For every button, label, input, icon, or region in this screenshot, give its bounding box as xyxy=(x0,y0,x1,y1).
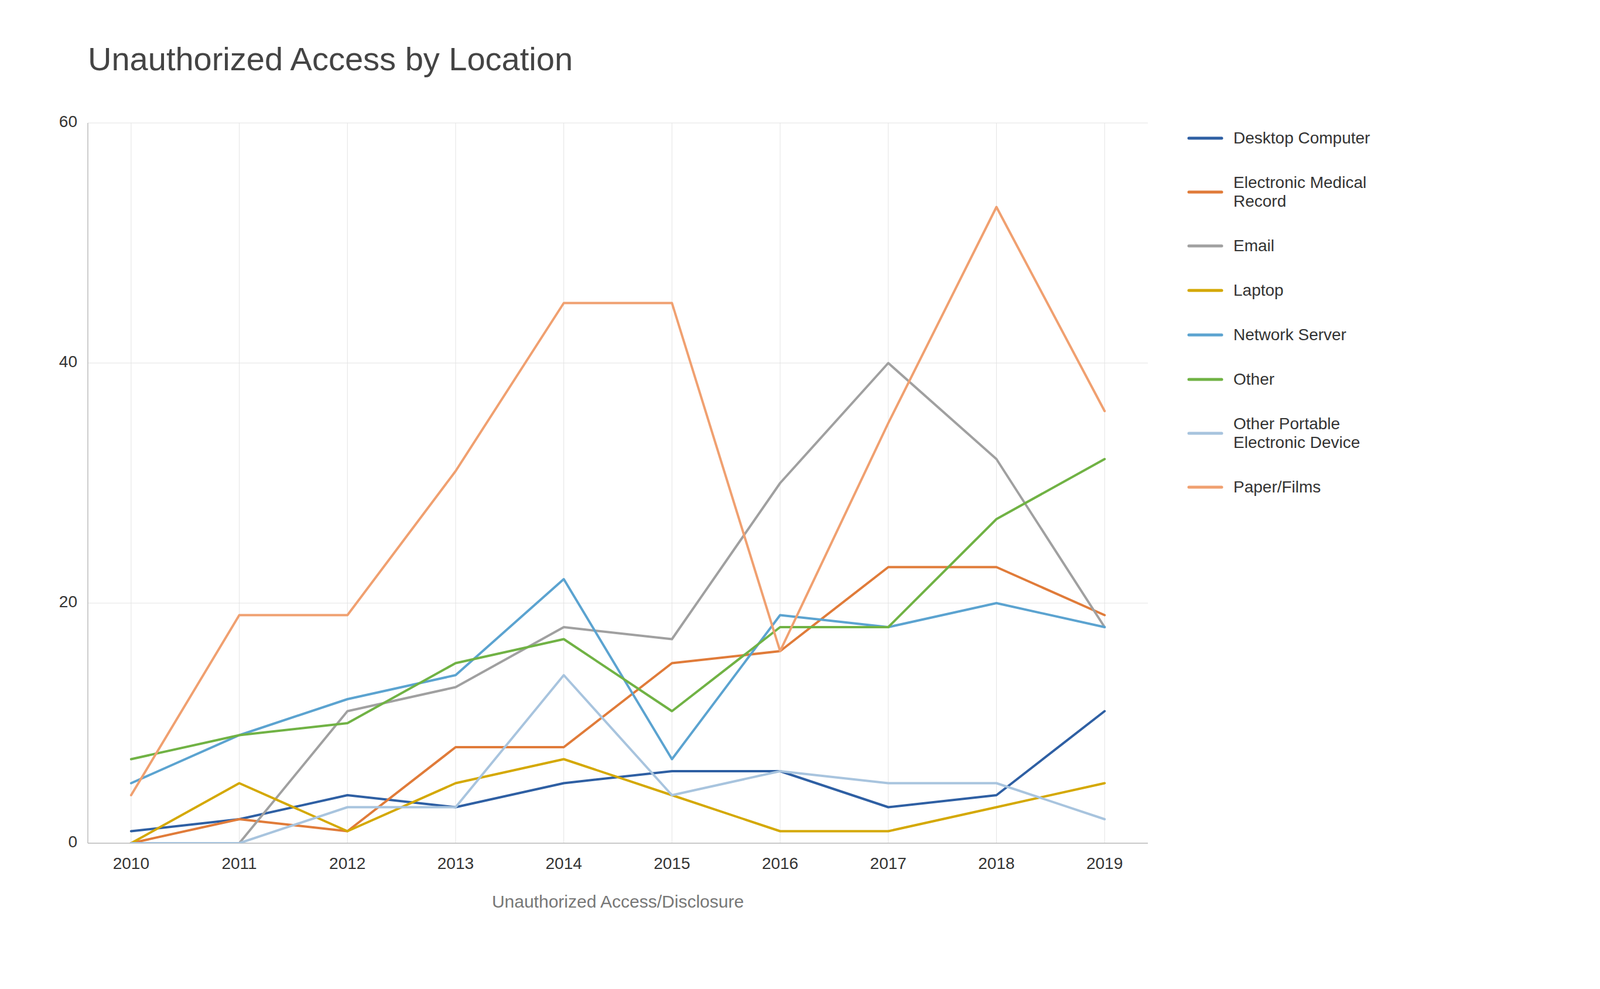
legend-label-line: Other Portable xyxy=(1233,414,1340,433)
x-grid-line xyxy=(996,122,997,844)
title: Unauthorized Access by Location xyxy=(87,40,573,78)
x-grid-line xyxy=(347,122,348,844)
series-line xyxy=(131,567,1105,844)
y-axis-line xyxy=(87,122,89,844)
legend-label: Other PortableElectronic Device xyxy=(1233,414,1360,452)
legend-label: Laptop xyxy=(1233,281,1284,300)
x-tick-label: 2019 xyxy=(1086,854,1123,873)
x-tick-label: 2010 xyxy=(113,854,150,873)
legend-label: Desktop Computer xyxy=(1233,128,1370,147)
legend: Desktop Computer Electronic MedicalRecord… xyxy=(1188,128,1370,497)
y-tick-label: 60 xyxy=(59,112,78,131)
y-grid-line xyxy=(87,122,1148,124)
legend-label: Email xyxy=(1233,236,1275,255)
legend-label: Network Server xyxy=(1233,325,1347,344)
lines xyxy=(131,207,1105,844)
legend-label-line: Electronic Medical xyxy=(1233,173,1367,192)
y-tick-label: 40 xyxy=(59,352,78,371)
legend-swatch xyxy=(1188,289,1222,293)
y-grid-line xyxy=(87,363,1148,364)
y-tick-label: 20 xyxy=(59,592,78,611)
series-line xyxy=(131,711,1105,832)
legend-label-line: Paper/Films xyxy=(1233,477,1321,497)
legend-label-line: Network Server xyxy=(1233,325,1347,344)
x-tick-label: 2013 xyxy=(437,854,474,873)
legend-swatch xyxy=(1188,244,1222,248)
legend-swatch xyxy=(1188,432,1222,436)
legend-label: Paper/Films xyxy=(1233,477,1321,497)
series-line xyxy=(131,675,1105,844)
legend-swatch xyxy=(1188,190,1222,194)
legend-label-line: Desktop Computer xyxy=(1233,128,1370,147)
x-grid-line xyxy=(455,122,456,844)
grid xyxy=(87,122,1148,844)
series-line xyxy=(131,579,1105,784)
series-line xyxy=(131,207,1105,796)
y-tick-label: 0 xyxy=(67,832,78,851)
legend-label: Electronic MedicalRecord xyxy=(1233,173,1367,211)
x-tick-label: 2011 xyxy=(221,854,257,873)
legend-swatch xyxy=(1188,137,1222,140)
legend-label-line: Laptop xyxy=(1233,281,1284,300)
x-axis-line xyxy=(87,842,1148,844)
x-tick-label: 2017 xyxy=(870,854,907,873)
x-tick-label: 2014 xyxy=(545,854,583,873)
chart: Unauthorized Access by Location 0 20 40 60 20… xyxy=(0,0,1600,989)
x-grid-line xyxy=(887,122,889,844)
legend-label-line: Record xyxy=(1233,192,1287,211)
x-grid-line xyxy=(1104,122,1106,844)
x-tick-label: 2015 xyxy=(653,854,690,873)
legend-swatch xyxy=(1188,378,1222,382)
y-grid-line xyxy=(87,603,1148,604)
legend-label-line: Other xyxy=(1233,370,1275,389)
legend-swatch xyxy=(1188,333,1222,337)
x-grid-line xyxy=(563,122,564,844)
legend-swatch xyxy=(1188,486,1222,490)
series-line xyxy=(131,363,1105,844)
x-tick-label: 2016 xyxy=(761,854,799,873)
y-grid-line xyxy=(87,843,1148,844)
legend-label-line: Electronic Device xyxy=(1233,433,1360,452)
legend-label: Other xyxy=(1233,370,1275,389)
x-tick-label: 2012 xyxy=(329,854,366,873)
series-line xyxy=(131,459,1105,760)
x-axis-label: Unauthorized Access/Disclosure xyxy=(491,891,744,912)
legend-label-line: Email xyxy=(1233,236,1275,255)
x-grid-line xyxy=(671,122,673,844)
x-grid-line xyxy=(130,122,132,844)
x-tick-label: 2018 xyxy=(978,854,1015,873)
